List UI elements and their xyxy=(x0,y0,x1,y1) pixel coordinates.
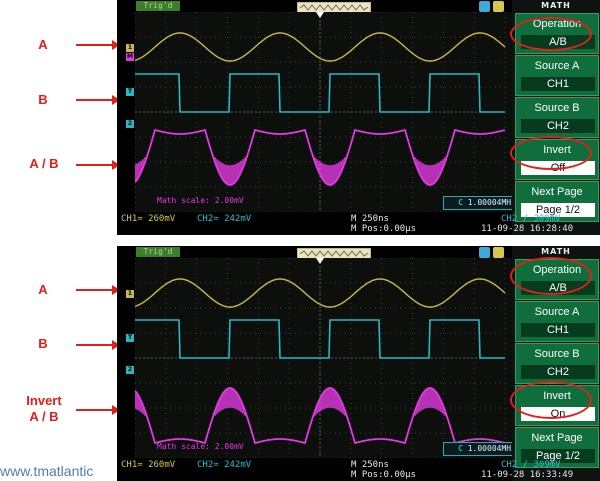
scope-panel-top: Trig'd 1 M T 2 Math scale: 2.00mV C 1.00… xyxy=(117,0,600,235)
math-menu: MATH Operation A/B Source A CH1 Source B… xyxy=(510,246,600,481)
freq-value: 1.00004MHz xyxy=(467,198,516,207)
waveform-canvas xyxy=(135,258,506,458)
timestamp: 11-09-28 16:33:49 xyxy=(481,470,574,480)
ch2-trace xyxy=(135,73,505,113)
ch2-marker: 2 xyxy=(126,366,134,374)
horizontal-position: M Pos:0.00μs xyxy=(351,224,417,234)
label-a-bottom: A xyxy=(38,282,48,297)
menu-source-a[interactable]: Source A CH1 xyxy=(515,301,599,342)
printer-icon xyxy=(493,247,504,258)
menu-item-label: Source B xyxy=(534,102,580,114)
trigger-level-marker: T xyxy=(126,88,134,96)
menu-item-value: CH1 xyxy=(521,323,595,337)
math-trace xyxy=(135,128,506,186)
label-a-top: A xyxy=(38,37,48,52)
label-a-over-b-top: A / B xyxy=(29,156,59,171)
menu-item-label: Source A xyxy=(534,60,580,72)
usb-icon xyxy=(479,247,490,258)
ch1-trace xyxy=(135,32,506,62)
ch1-marker: 1 xyxy=(126,44,134,52)
ch2-marker: 2 xyxy=(126,120,134,128)
math-trace xyxy=(135,387,506,445)
printer-icon xyxy=(493,1,504,12)
label-b-top: B xyxy=(38,92,48,107)
highlight-ring-invert xyxy=(510,136,592,170)
waveform-canvas xyxy=(135,12,506,212)
ch1-scale: CH1≃ 260mV xyxy=(121,214,176,224)
watermark-text: www.tmatlantic xyxy=(0,463,94,479)
usb-icon xyxy=(479,1,490,12)
ch2-scale: CH2≃ 242mV xyxy=(197,214,252,224)
ch1-marker: 1 xyxy=(126,290,134,298)
ch1-trace xyxy=(135,278,506,308)
trigger-position-icon xyxy=(316,258,324,264)
math-scale-label: Math scale: 2.00mV xyxy=(157,442,244,451)
menu-item-label: Source B xyxy=(534,348,580,360)
trigger-level-marker: T xyxy=(126,334,134,342)
highlight-ring-operation xyxy=(510,17,592,51)
timestamp: 11-09-28 16:28:40 xyxy=(481,224,574,234)
ch1-scale: CH1≃ 260mV xyxy=(121,460,176,470)
freq-prefix: C xyxy=(458,198,468,207)
menu-item-value: CH2 xyxy=(521,365,595,379)
menu-item-label: Next Page xyxy=(531,432,583,444)
trigger-status: Trig'd xyxy=(136,1,180,11)
trigger-status: Trig'd xyxy=(136,247,180,257)
math-menu: MATH Operation A/B Source A CH1 Source B… xyxy=(510,0,600,235)
math-scale-label: Math scale: 2.00mV xyxy=(157,196,244,205)
menu-next-page[interactable]: Next Page Page 1/2 xyxy=(515,427,599,468)
trigger-info: CH2 ∕ 309mV xyxy=(501,214,561,224)
menu-source-b[interactable]: Source B CH2 xyxy=(515,97,599,138)
label-invert-a-over-b-bottom: Invert A / B xyxy=(26,393,62,424)
menu-source-a[interactable]: Source A CH1 xyxy=(515,55,599,96)
menu-title: MATH xyxy=(541,247,571,256)
timebase: M 250ns xyxy=(351,460,389,470)
menu-item-value: CH2 xyxy=(521,119,595,133)
horizontal-position: M Pos:0.00μs xyxy=(351,470,417,480)
ch2-scale: CH2≃ 242mV xyxy=(197,460,252,470)
highlight-ring-operation xyxy=(510,257,592,295)
menu-item-value: Page 1/2 xyxy=(521,449,595,463)
menu-next-page[interactable]: Next Page Page 1/2 xyxy=(515,181,599,222)
trigger-info: CH2 ∕ 309mV xyxy=(501,460,561,470)
menu-item-label: Next Page xyxy=(531,186,583,198)
menu-item-label: Source A xyxy=(534,306,580,318)
math-marker: M xyxy=(126,53,134,61)
scope-panel-bottom: Trig'd 1 T 2 Math scale: 2.00mV C 1.0000… xyxy=(117,246,600,481)
freq-prefix: C xyxy=(458,444,468,453)
menu-item-value: Page 1/2 xyxy=(521,203,595,217)
freq-value: 1.00004MHz xyxy=(467,444,516,453)
highlight-ring-invert xyxy=(510,381,592,419)
ch2-trace xyxy=(135,319,505,359)
menu-source-b[interactable]: Source B CH2 xyxy=(515,343,599,384)
trigger-position-icon xyxy=(316,12,324,18)
menu-title: MATH xyxy=(541,1,571,10)
timebase: M 250ns xyxy=(351,214,389,224)
menu-item-value: CH1 xyxy=(521,77,595,91)
label-b-bottom: B xyxy=(38,336,48,351)
